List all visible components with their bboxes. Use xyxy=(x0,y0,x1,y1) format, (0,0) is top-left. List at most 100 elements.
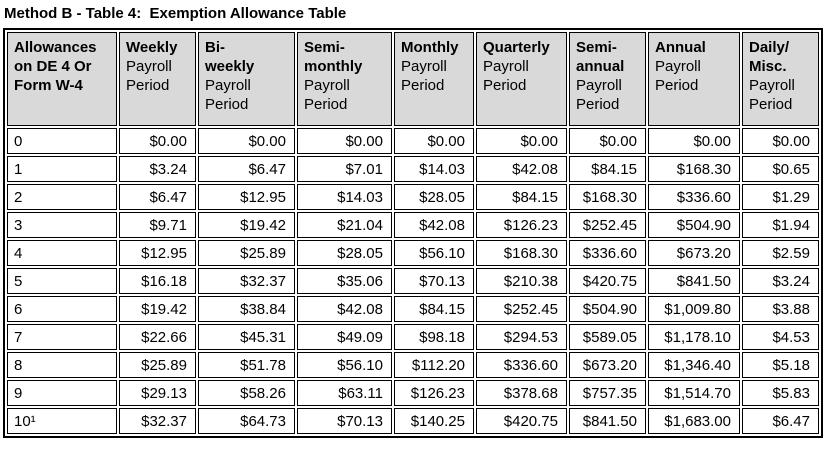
column-header-label: Annual xyxy=(655,39,706,56)
column-header-sublabel: Payroll Period xyxy=(483,58,529,95)
allowances-cell: 9 xyxy=(7,380,117,406)
amount-cell: $84.15 xyxy=(476,184,567,210)
amount-cell: $98.18 xyxy=(394,324,474,350)
amount-cell: $168.30 xyxy=(476,240,567,266)
amount-cell: $70.13 xyxy=(394,268,474,294)
column-header-biweekly: Bi- weekly Payroll Period xyxy=(198,32,295,126)
amount-cell: $6.47 xyxy=(198,156,295,182)
allowances-cell: 8 xyxy=(7,352,117,378)
amount-cell: $1.29 xyxy=(742,184,819,210)
amount-cell: $51.78 xyxy=(198,352,295,378)
table-row: 0 $0.00 $0.00 $0.00 $0.00 $0.00 $0.00 $0… xyxy=(7,128,819,154)
amount-cell: $0.00 xyxy=(648,128,740,154)
column-header-label: Semi- monthly xyxy=(304,39,363,76)
amount-cell: $21.04 xyxy=(297,212,392,238)
amount-cell: $28.05 xyxy=(394,184,474,210)
allowances-cell: 0 xyxy=(7,128,117,154)
table-row: 1 $3.24 $6.47 $7.01 $14.03 $42.08 $84.15… xyxy=(7,156,819,182)
table-row: 10¹ $32.37 $64.73 $70.13 $140.25 $420.75… xyxy=(7,408,819,434)
column-header-semiannual: Semi- annual Payroll Period xyxy=(569,32,646,126)
amount-cell: $757.35 xyxy=(569,380,646,406)
amount-cell: $0.65 xyxy=(742,156,819,182)
column-header-sublabel: Payroll Period xyxy=(401,58,447,95)
amount-cell: $673.20 xyxy=(648,240,740,266)
amount-cell: $673.20 xyxy=(569,352,646,378)
amount-cell: $14.03 xyxy=(394,156,474,182)
amount-cell: $378.68 xyxy=(476,380,567,406)
allowances-cell: 6 xyxy=(7,296,117,322)
amount-cell: $25.89 xyxy=(198,240,295,266)
amount-cell: $84.15 xyxy=(394,296,474,322)
amount-cell: $63.11 xyxy=(297,380,392,406)
column-header-label: Daily/ Misc. xyxy=(749,39,790,76)
amount-cell: $32.37 xyxy=(119,408,196,434)
table-row: 8 $25.89 $51.78 $56.10 $112.20 $336.60 $… xyxy=(7,352,819,378)
amount-cell: $0.00 xyxy=(297,128,392,154)
amount-cell: $3.24 xyxy=(742,268,819,294)
amount-cell: $504.90 xyxy=(569,296,646,322)
amount-cell: $28.05 xyxy=(297,240,392,266)
amount-cell: $1,346.40 xyxy=(648,352,740,378)
amount-cell: $0.00 xyxy=(198,128,295,154)
table-row: 5 $16.18 $32.37 $35.06 $70.13 $210.38 $4… xyxy=(7,268,819,294)
amount-cell: $25.89 xyxy=(119,352,196,378)
amount-cell: $42.08 xyxy=(476,156,567,182)
amount-cell: $841.50 xyxy=(648,268,740,294)
column-header-label: Semi- annual xyxy=(576,39,625,76)
header-row: Allowances on DE 4 Or Form W-4 Weekly Pa… xyxy=(7,32,819,126)
amount-cell: $3.24 xyxy=(119,156,196,182)
amount-cell: $336.60 xyxy=(648,184,740,210)
amount-cell: $210.38 xyxy=(476,268,567,294)
amount-cell: $9.71 xyxy=(119,212,196,238)
amount-cell: $168.30 xyxy=(569,184,646,210)
amount-cell: $49.09 xyxy=(297,324,392,350)
amount-cell: $252.45 xyxy=(476,296,567,322)
amount-cell: $168.30 xyxy=(648,156,740,182)
amount-cell: $42.08 xyxy=(394,212,474,238)
amount-cell: $3.88 xyxy=(742,296,819,322)
column-header-label: Bi- weekly xyxy=(205,39,255,76)
column-header-sublabel: Payroll Period xyxy=(749,77,795,114)
amount-cell: $2.59 xyxy=(742,240,819,266)
exemption-allowance-table: Allowances on DE 4 Or Form W-4 Weekly Pa… xyxy=(3,28,823,438)
amount-cell: $35.06 xyxy=(297,268,392,294)
allowances-cell: 2 xyxy=(7,184,117,210)
amount-cell: $589.05 xyxy=(569,324,646,350)
allowances-cell: 7 xyxy=(7,324,117,350)
amount-cell: $19.42 xyxy=(119,296,196,322)
amount-cell: $22.66 xyxy=(119,324,196,350)
amount-cell: $0.00 xyxy=(119,128,196,154)
table-row: 4 $12.95 $25.89 $28.05 $56.10 $168.30 $3… xyxy=(7,240,819,266)
table-row: 2 $6.47 $12.95 $14.03 $28.05 $84.15 $168… xyxy=(7,184,819,210)
amount-cell: $14.03 xyxy=(297,184,392,210)
amount-cell: $6.47 xyxy=(742,408,819,434)
amount-cell: $56.10 xyxy=(394,240,474,266)
amount-cell: $6.47 xyxy=(119,184,196,210)
column-header-sublabel: Payroll Period xyxy=(126,58,172,95)
allowances-cell: 10¹ xyxy=(7,408,117,434)
allowances-cell: 5 xyxy=(7,268,117,294)
column-header-daily-misc: Daily/ Misc. Payroll Period xyxy=(742,32,819,126)
column-header-label: Weekly xyxy=(126,39,178,56)
amount-cell: $56.10 xyxy=(297,352,392,378)
amount-cell: $7.01 xyxy=(297,156,392,182)
amount-cell: $841.50 xyxy=(569,408,646,434)
amount-cell: $64.73 xyxy=(198,408,295,434)
column-header-annual: Annual Payroll Period xyxy=(648,32,740,126)
amount-cell: $140.25 xyxy=(394,408,474,434)
table-row: 7 $22.66 $45.31 $49.09 $98.18 $294.53 $5… xyxy=(7,324,819,350)
amount-cell: $16.18 xyxy=(119,268,196,294)
column-header-label: Monthly xyxy=(401,39,459,56)
amount-cell: $0.00 xyxy=(569,128,646,154)
amount-cell: $1,514.70 xyxy=(648,380,740,406)
column-header-label: Allowances on DE 4 Or Form W-4 xyxy=(14,39,97,95)
amount-cell: $12.95 xyxy=(198,184,295,210)
amount-cell: $29.13 xyxy=(119,380,196,406)
amount-cell: $420.75 xyxy=(476,408,567,434)
column-header-sublabel: Payroll Period xyxy=(205,77,251,114)
column-header-sublabel: Payroll Period xyxy=(655,58,701,95)
table-title: Method B - Table 4: Exemption Allowance … xyxy=(4,5,347,22)
amount-cell: $1,683.00 xyxy=(648,408,740,434)
column-header-quarterly: Quarterly Payroll Period xyxy=(476,32,567,126)
amount-cell: $294.53 xyxy=(476,324,567,350)
